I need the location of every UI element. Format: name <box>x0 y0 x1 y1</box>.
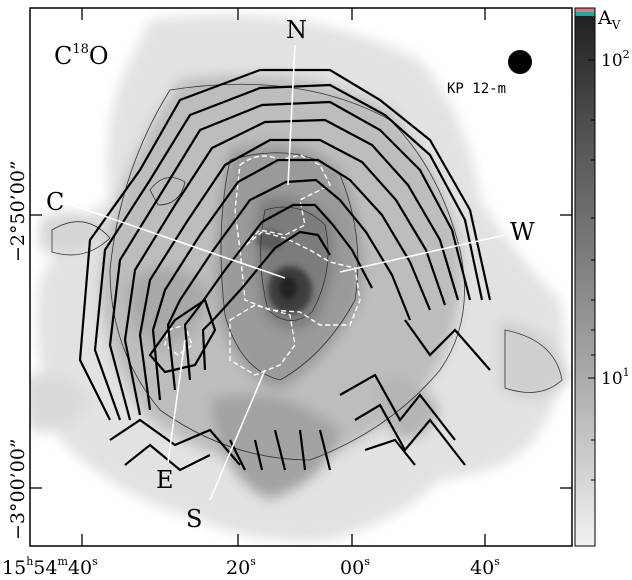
colorbar <box>574 7 596 547</box>
x-tick-label-3: 00s <box>340 555 370 579</box>
region-label-s: S <box>186 505 202 533</box>
plot-frame <box>29 7 573 547</box>
beam-label: KP 12-m <box>447 81 506 97</box>
region-label-e: E <box>156 466 174 494</box>
axis-ticks <box>30 8 572 546</box>
colorbar-tick-100: 102 <box>601 48 630 71</box>
beam-marker <box>508 50 532 74</box>
co-contours <box>78 68 492 472</box>
region-label-n: N <box>286 16 307 44</box>
y-tick-label-1: −2°50’00” <box>7 160 29 262</box>
region-label-c: C <box>46 188 64 216</box>
region-label-w: W <box>510 218 535 246</box>
molecule-label: C18O <box>54 42 109 70</box>
x-tick-label-4: 40s <box>470 555 500 579</box>
colorbar-title: AV <box>597 7 621 32</box>
y-tick-label-2: −3°00’00” <box>7 438 29 540</box>
region-pointers <box>71 44 506 501</box>
colorbar-tick-10: 101 <box>601 366 630 389</box>
x-tick-label-2: 20s <box>226 555 256 579</box>
x-tick-label-1: 15h54m40s <box>2 555 98 579</box>
